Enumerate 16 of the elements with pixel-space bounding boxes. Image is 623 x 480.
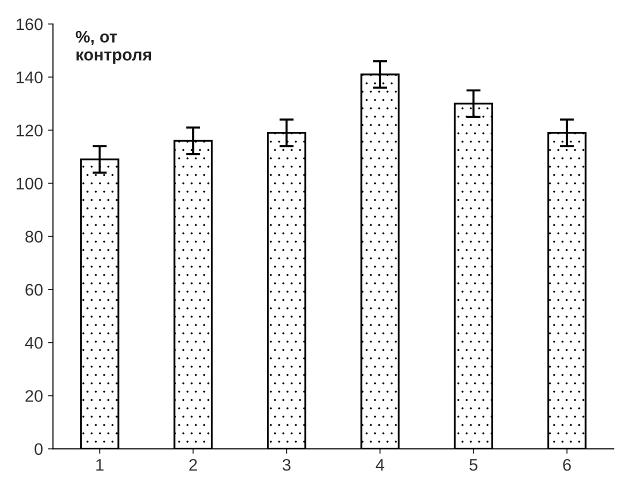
x-tick-label: 4 bbox=[376, 459, 384, 471]
y-tick-label: 160 bbox=[16, 18, 43, 30]
y-tick-label: 40 bbox=[25, 337, 43, 349]
y-axis-title: %, от контроля bbox=[76, 30, 151, 64]
y-tick-label: 80 bbox=[25, 230, 43, 243]
y-tick-label: 100 bbox=[16, 178, 43, 190]
y-tick-label: 0 bbox=[34, 443, 43, 456]
x-tick-label: 6 bbox=[563, 458, 571, 471]
x-tick-label: 1 bbox=[96, 459, 104, 471]
x-tick-label: 2 bbox=[189, 458, 197, 471]
y-tick-label: 140 bbox=[16, 72, 43, 84]
y-tick-label: 20 bbox=[26, 390, 43, 402]
x-tick-label: 5 bbox=[470, 459, 478, 471]
y-tick-label: 120 bbox=[16, 124, 43, 136]
x-tick-label: 3 bbox=[282, 458, 290, 471]
y-tick-label: 60 bbox=[26, 284, 43, 296]
